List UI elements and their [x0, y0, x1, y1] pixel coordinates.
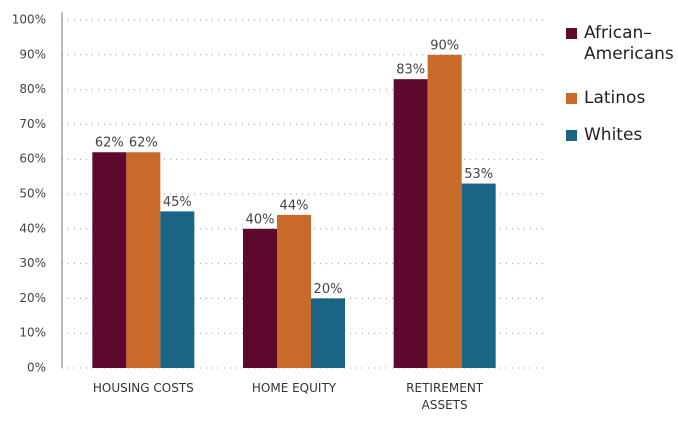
- x-tick-label: RETIREMENT ASSETS: [406, 381, 484, 412]
- bar: [277, 214, 311, 368]
- data-label: 53%: [464, 167, 493, 182]
- legend-swatch: [566, 93, 577, 104]
- data-label: 62%: [129, 136, 158, 151]
- bar: [427, 54, 462, 369]
- y-tick-label: 0%: [27, 361, 46, 375]
- data-label: 20%: [314, 282, 343, 297]
- legend-label: Latinos: [584, 88, 646, 108]
- bar: [393, 79, 428, 368]
- y-tick-label: 80%: [19, 82, 46, 96]
- legend-item: African–Americans: [566, 23, 678, 65]
- bar: [126, 152, 161, 368]
- y-tick-label: 100%: [12, 13, 46, 27]
- data-label: 45%: [163, 195, 192, 210]
- x-tick-label: HOUSING COSTS: [92, 381, 194, 395]
- x-tick-label: HOME EQUITY: [251, 381, 337, 395]
- bar: [160, 211, 195, 368]
- y-tick-label: 30%: [19, 256, 46, 270]
- legend-item: Whites: [566, 125, 678, 146]
- data-label: 90%: [430, 38, 459, 53]
- legend-label: Whites: [584, 125, 643, 145]
- bar: [311, 298, 345, 368]
- legend-item: Latinos: [566, 88, 678, 109]
- legend-swatch: [566, 28, 577, 39]
- bar: [92, 152, 127, 368]
- data-label: 40%: [246, 212, 275, 227]
- y-tick-label: 60%: [19, 152, 46, 166]
- bar: [461, 183, 496, 368]
- legend-label: African–Americans: [584, 23, 674, 64]
- bar: [243, 228, 277, 368]
- y-tick-label: 40%: [19, 221, 46, 235]
- y-tick-label: 90%: [19, 47, 46, 61]
- data-label: 44%: [280, 198, 309, 213]
- y-tick-label: 50%: [19, 187, 46, 201]
- y-tick-label: 10%: [19, 326, 46, 340]
- y-tick-label: 70%: [19, 117, 46, 131]
- y-tick-label: 20%: [19, 291, 46, 305]
- data-label: 83%: [396, 63, 425, 78]
- data-label: 62%: [95, 136, 124, 151]
- legend-swatch: [566, 130, 577, 141]
